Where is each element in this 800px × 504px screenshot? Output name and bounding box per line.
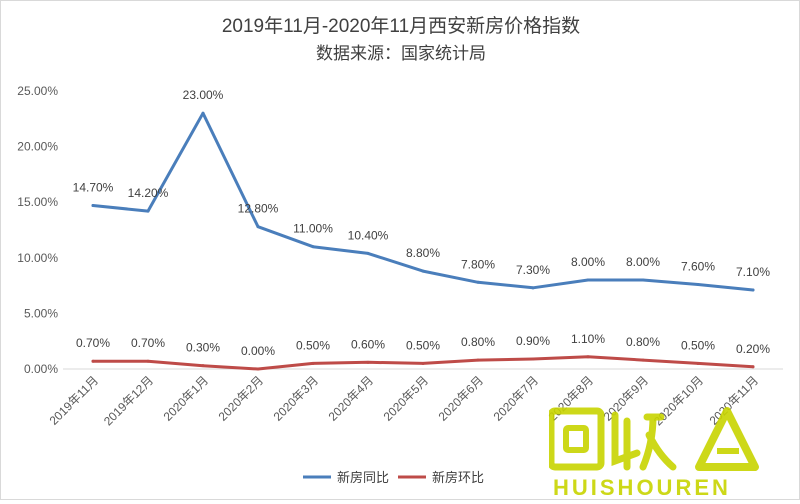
data-point — [366, 360, 370, 364]
data-point — [751, 365, 755, 369]
data-point — [146, 359, 150, 363]
data-label: 1.10% — [571, 332, 605, 346]
data-point — [641, 278, 645, 282]
y-tick-label: 15.00% — [17, 195, 58, 209]
data-point — [311, 245, 315, 249]
series-2: 0.70% 0.70% 0.30% 0.00% 0.50% 0.60% 0.50% 0.80%… — [76, 332, 770, 371]
y-tick-label: 25.00% — [17, 84, 58, 98]
data-point — [641, 358, 645, 362]
data-label: 12.80% — [238, 202, 279, 216]
watermark-mark-inner — [563, 425, 589, 453]
data-label: 14.70% — [73, 181, 114, 195]
y-tick-label: 20.00% — [17, 140, 58, 154]
data-point — [201, 364, 205, 368]
data-label: 0.90% — [516, 334, 550, 348]
data-label: 8.00% — [571, 255, 605, 269]
data-label: 0.80% — [626, 335, 660, 349]
x-tick-label: 2020年4月 — [326, 373, 376, 423]
x-tick-label: 2019年11月 — [47, 373, 102, 428]
x-tick-label: 2019年12月 — [101, 373, 156, 428]
data-point — [256, 367, 260, 371]
data-label: 8.80% — [406, 246, 440, 260]
data-label: 0.50% — [296, 338, 330, 352]
data-point — [751, 288, 755, 292]
x-tick-label: 2020年1月 — [161, 373, 211, 423]
legend-label-1: 新房同比 — [337, 470, 389, 485]
data-point — [256, 225, 260, 229]
data-point — [311, 361, 315, 365]
y-tick-label: 10.00% — [17, 251, 58, 265]
legend: 新房同比 新房环比 — [303, 470, 484, 485]
data-point — [586, 278, 590, 282]
data-label: 7.10% — [736, 265, 770, 279]
data-point — [476, 358, 480, 362]
data-label: 7.80% — [461, 257, 495, 271]
data-point — [421, 269, 425, 273]
watermark-brand-text: HUISHOUREN — [553, 475, 731, 499]
data-label: 0.00% — [241, 344, 275, 358]
data-label: 7.30% — [516, 263, 550, 277]
data-point — [146, 209, 150, 213]
watermark-svg: HUISHOUREN — [547, 407, 759, 500]
data-point — [91, 204, 95, 208]
y-tick-label: 5.00% — [24, 306, 58, 320]
watermark-mark-outer — [547, 407, 605, 471]
y-axis: 0.00% 5.00% 10.00% 15.00% 20.00% 25.00% — [17, 84, 58, 376]
chart-subtitle: 数据来源：国家统计局 — [316, 44, 486, 63]
watermark-mark-right — [639, 413, 677, 471]
data-label: 7.60% — [681, 259, 715, 273]
data-point — [91, 359, 95, 363]
data-label: 23.00% — [183, 88, 224, 102]
data-label: 0.70% — [76, 336, 110, 350]
x-tick-label: 2020年5月 — [381, 373, 431, 423]
data-point — [476, 280, 480, 284]
watermark-logo: HUISHOUREN — [547, 401, 789, 500]
x-tick-label: 2020年7月 — [491, 373, 541, 423]
legend-label-2: 新房环比 — [432, 470, 484, 485]
data-label: 10.40% — [348, 228, 389, 242]
y-tick-label: 0.00% — [24, 362, 58, 376]
data-point — [531, 357, 535, 361]
data-label: 8.00% — [626, 255, 660, 269]
data-label: 0.80% — [461, 335, 495, 349]
x-tick-label: 2020年3月 — [271, 373, 321, 423]
series-layer: 14.70% 14.20% 23.00% 12.80% 11.00% 10.40% 8.80… — [73, 88, 770, 371]
x-tick-label: 2020年6月 — [436, 373, 486, 423]
x-tick-label: 2020年2月 — [216, 373, 266, 423]
data-label: 0.30% — [186, 341, 220, 355]
data-point — [366, 251, 370, 255]
data-point — [696, 282, 700, 286]
chart-title: 2019年11月-2020年11月西安新房价格指数 — [222, 15, 580, 37]
data-label: 0.60% — [351, 337, 385, 351]
data-point — [421, 361, 425, 365]
data-point — [586, 355, 590, 359]
watermark-mark-left — [611, 411, 641, 471]
data-label: 0.50% — [681, 338, 715, 352]
data-label: 0.70% — [131, 336, 165, 350]
data-label: 0.50% — [406, 338, 440, 352]
data-label: 0.20% — [736, 342, 770, 356]
data-point — [201, 111, 205, 115]
data-point — [696, 361, 700, 365]
data-label: 11.00% — [293, 222, 333, 236]
watermark-a-mark — [695, 407, 759, 471]
data-label: 14.20% — [128, 186, 169, 200]
series-1: 14.70% 14.20% 23.00% 12.80% 11.00% 10.40% 8.80… — [73, 88, 770, 292]
data-point — [531, 286, 535, 290]
